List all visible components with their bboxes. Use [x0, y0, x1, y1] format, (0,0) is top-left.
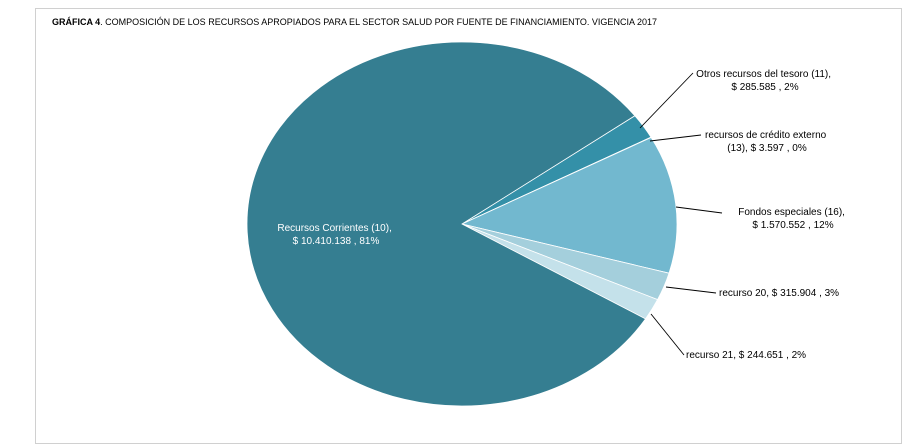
- chart-title-bold: GRÁFICA 4: [52, 17, 100, 27]
- chart-title-rest: . COMPOSICIÓN DE LOS RECURSOS APROPIADOS…: [100, 17, 657, 27]
- chart-title: GRÁFICA 4. COMPOSICIÓN DE LOS RECURSOS A…: [52, 17, 657, 27]
- pie-slices: [246, 41, 678, 407]
- slice-label-corrientes-line2: $ 10.410.138 , 81%: [293, 236, 380, 247]
- slice-label-recurso-21: recurso 21, $ 244.651 , 2%: [686, 350, 806, 361]
- slice-label-credito-line1: recursos de crédito externo: [705, 130, 827, 141]
- slice-label-fondos-line1: Fondos especiales (16),: [738, 207, 845, 218]
- slice-label-tesoro-line1: Otros recursos del tesoro (11),: [696, 69, 831, 80]
- slice-recursos-corrientes: [246, 41, 647, 407]
- leader-line-tesoro: [639, 72, 694, 129]
- leader-line-credito: [649, 134, 702, 142]
- leader-line-recurso-20: [665, 286, 717, 294]
- slice-label-credito-line2: (13), $ 3.597 , 0%: [727, 143, 807, 154]
- slice-label-tesoro-line2: $ 285.585 , 2%: [731, 82, 798, 93]
- slice-label-corrientes-line1: Recursos Corrientes (10),: [277, 223, 391, 234]
- slice-label-credito: recursos de crédito externo (13), $ 3.59…: [705, 130, 829, 154]
- leader-lines: [639, 72, 723, 356]
- slice-label-corrientes: Recursos Corrientes (10), $ 10.410.138 ,…: [277, 223, 394, 247]
- leader-line-recurso-21: [650, 313, 685, 356]
- leader-line-fondos: [675, 206, 723, 214]
- slice-label-fondos: Fondos especiales (16), $ 1.570.552 , 12…: [738, 207, 848, 231]
- slice-label-fondos-line2: $ 1.570.552 , 12%: [752, 220, 833, 231]
- slice-fondos-especiales: [460, 136, 678, 274]
- slice-label-recurso-20: recurso 20, $ 315.904 , 3%: [719, 288, 839, 299]
- slice-label-tesoro: Otros recursos del tesoro (11), $ 285.58…: [696, 69, 834, 93]
